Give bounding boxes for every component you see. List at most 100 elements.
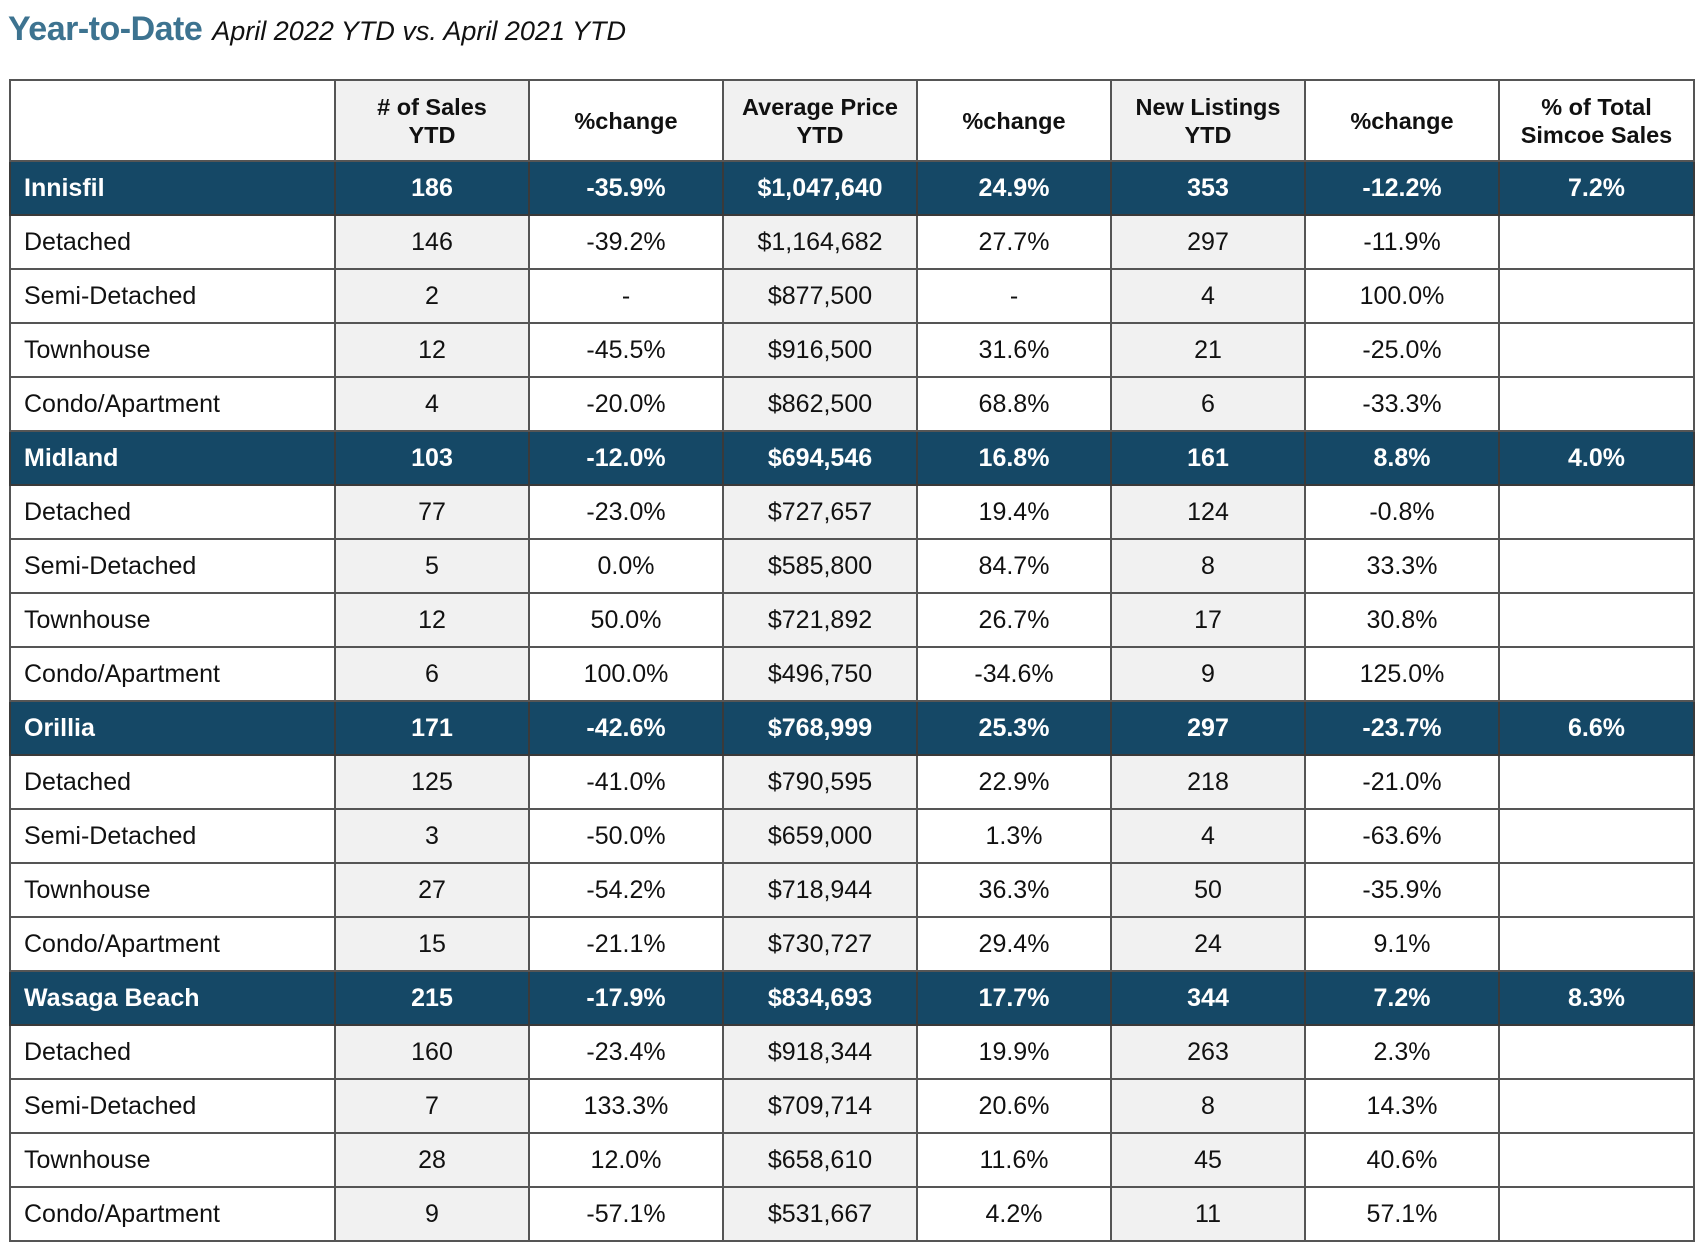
sales-ytd-cell: 125: [334, 754, 530, 810]
avg-price-change-cell: 17.7%: [916, 970, 1112, 1026]
area-name-cell: Detached: [9, 484, 336, 540]
avg-price-change-cell: 27.7%: [916, 214, 1112, 270]
area-name-cell: Semi-Detached: [9, 1078, 336, 1134]
sales-change-cell: -41.0%: [528, 754, 724, 810]
avg-price-ytd-cell: $877,500: [722, 268, 918, 324]
new-listings-change-cell: 125.0%: [1304, 646, 1500, 702]
header-avg-price-ytd: Average Price YTD: [722, 79, 918, 162]
avg-price-ytd-cell: $918,344: [722, 1024, 918, 1080]
sales-change-cell: -54.2%: [528, 862, 724, 918]
avg-price-change-cell: 1.3%: [916, 808, 1112, 864]
area-name-cell: Townhouse: [9, 1132, 336, 1188]
avg-price-ytd-cell: $916,500: [722, 322, 918, 378]
new-listings-ytd-cell: 297: [1110, 214, 1306, 270]
avg-price-ytd-cell: $709,714: [722, 1078, 918, 1134]
new-listings-change-cell: 7.2%: [1304, 970, 1500, 1026]
sales-ytd-cell: 146: [334, 214, 530, 270]
property-type-row: Semi-Detached 2- $877,500-4 100.0%: [9, 268, 1695, 324]
sales-ytd-cell: 160: [334, 1024, 530, 1080]
header-area: [9, 79, 336, 162]
avg-price-ytd-cell: $694,546: [722, 430, 918, 486]
header-sales-ytd: # of Sales YTD: [334, 79, 530, 162]
avg-price-ytd-cell: $1,047,640: [722, 160, 918, 216]
pct-total-simcoe-cell: 7.2%: [1498, 160, 1695, 216]
sales-ytd-cell: 4: [334, 376, 530, 432]
avg-price-ytd-cell: $658,610: [722, 1132, 918, 1188]
sales-ytd-cell: 6: [334, 646, 530, 702]
new-listings-change-cell: -0.8%: [1304, 484, 1500, 540]
avg-price-ytd-cell: $768,999: [722, 700, 918, 756]
new-listings-ytd-cell: 161: [1110, 430, 1306, 486]
sales-ytd-cell: 12: [334, 322, 530, 378]
sales-change-cell: 12.0%: [528, 1132, 724, 1188]
avg-price-ytd-cell: $834,693: [722, 970, 918, 1026]
avg-price-change-cell: 25.3%: [916, 700, 1112, 756]
avg-price-change-cell: 29.4%: [916, 916, 1112, 972]
sales-change-cell: -50.0%: [528, 808, 724, 864]
avg-price-change-cell: 24.9%: [916, 160, 1112, 216]
pct-total-simcoe-cell: [1498, 754, 1695, 810]
avg-price-ytd-cell: $496,750: [722, 646, 918, 702]
avg-price-change-cell: -34.6%: [916, 646, 1112, 702]
avg-price-change-cell: 36.3%: [916, 862, 1112, 918]
sales-change-cell: 100.0%: [528, 646, 724, 702]
new-listings-change-cell: 57.1%: [1304, 1186, 1500, 1242]
region-row: Wasaga Beach 215 -17.9% $834,693 17.7% 344 7.2…: [9, 970, 1695, 1026]
report-title: Year-to-Date April 2022 YTD vs. April 20…: [8, 10, 626, 56]
area-name-cell: Condo/Apartment: [9, 646, 336, 702]
new-listings-ytd-cell: 11: [1110, 1186, 1306, 1242]
table-header-row: # of Sales YTD %change Average Price YTD %cha…: [9, 79, 1695, 162]
new-listings-ytd-cell: 8: [1110, 1078, 1306, 1134]
sales-ytd-cell: 2: [334, 268, 530, 324]
area-name-cell: Detached: [9, 1024, 336, 1080]
property-type-row: Condo/Apartment 15 -21.1% $730,727 29.4% 24 9.…: [9, 916, 1695, 972]
new-listings-change-cell: 33.3%: [1304, 538, 1500, 594]
sales-change-cell: -12.0%: [528, 430, 724, 486]
sales-ytd-cell: 215: [334, 970, 530, 1026]
avg-price-change-cell: 68.8%: [916, 376, 1112, 432]
area-name-cell: Townhouse: [9, 322, 336, 378]
header-label: Average Price: [742, 93, 898, 120]
avg-price-ytd-cell: $721,892: [722, 592, 918, 648]
avg-price-change-cell: 31.6%: [916, 322, 1112, 378]
sales-change-cell: -39.2%: [528, 214, 724, 270]
property-type-row: Semi-Detached 7 133.3% $709,714 20.6% 8 14.3%: [9, 1078, 1695, 1134]
header-label: %change: [574, 107, 678, 134]
sales-change-cell: -21.1%: [528, 916, 724, 972]
avg-price-ytd-cell: $659,000: [722, 808, 918, 864]
header-sales-change: %change: [528, 79, 724, 162]
avg-price-change-cell: -: [916, 268, 1112, 324]
property-type-row: Semi-Detached 5 0.0% $585,800 84.7% 8 33.3%: [9, 538, 1695, 594]
pct-total-simcoe-cell: [1498, 214, 1695, 270]
title-main: Year-to-Date: [8, 10, 203, 48]
header-new-listings-ytd: New Listings YTD: [1110, 79, 1306, 162]
pct-total-simcoe-cell: [1498, 268, 1695, 324]
new-listings-ytd-cell: 353: [1110, 160, 1306, 216]
new-listings-change-cell: -63.6%: [1304, 808, 1500, 864]
property-type-row: Townhouse 27 -54.2% $718,944 36.3% 50 -35.9%: [9, 862, 1695, 918]
region-row: Innisfil 186 -35.9% $1,047,640 24.9% 353 -12.2…: [9, 160, 1695, 216]
area-name-cell: Orillia: [9, 700, 336, 756]
sales-ytd-cell: 103: [334, 430, 530, 486]
pct-total-simcoe-cell: 4.0%: [1498, 430, 1695, 486]
new-listings-change-cell: -23.7%: [1304, 700, 1500, 756]
region-row: Midland 103 -12.0% $694,546 16.8% 161 8.8% 4.0%: [9, 430, 1695, 486]
new-listings-change-cell: -11.9%: [1304, 214, 1500, 270]
avg-price-change-cell: 19.4%: [916, 484, 1112, 540]
sales-change-cell: -: [528, 268, 724, 324]
area-name-cell: Detached: [9, 214, 336, 270]
sales-ytd-cell: 171: [334, 700, 530, 756]
new-listings-ytd-cell: 50: [1110, 862, 1306, 918]
sales-ytd-cell: 186: [334, 160, 530, 216]
avg-price-ytd-cell: $531,667: [722, 1186, 918, 1242]
new-listings-change-cell: 8.8%: [1304, 430, 1500, 486]
new-listings-change-cell: -12.2%: [1304, 160, 1500, 216]
new-listings-change-cell: -21.0%: [1304, 754, 1500, 810]
new-listings-change-cell: -35.9%: [1304, 862, 1500, 918]
pct-total-simcoe-cell: [1498, 916, 1695, 972]
property-type-row: Condo/Apartment 9 -57.1% $531,667 4.2% 11 57.1…: [9, 1186, 1695, 1242]
pct-total-simcoe-cell: [1498, 484, 1695, 540]
sales-change-cell: 0.0%: [528, 538, 724, 594]
header-label: %change: [962, 107, 1066, 134]
sales-ytd-cell: 77: [334, 484, 530, 540]
